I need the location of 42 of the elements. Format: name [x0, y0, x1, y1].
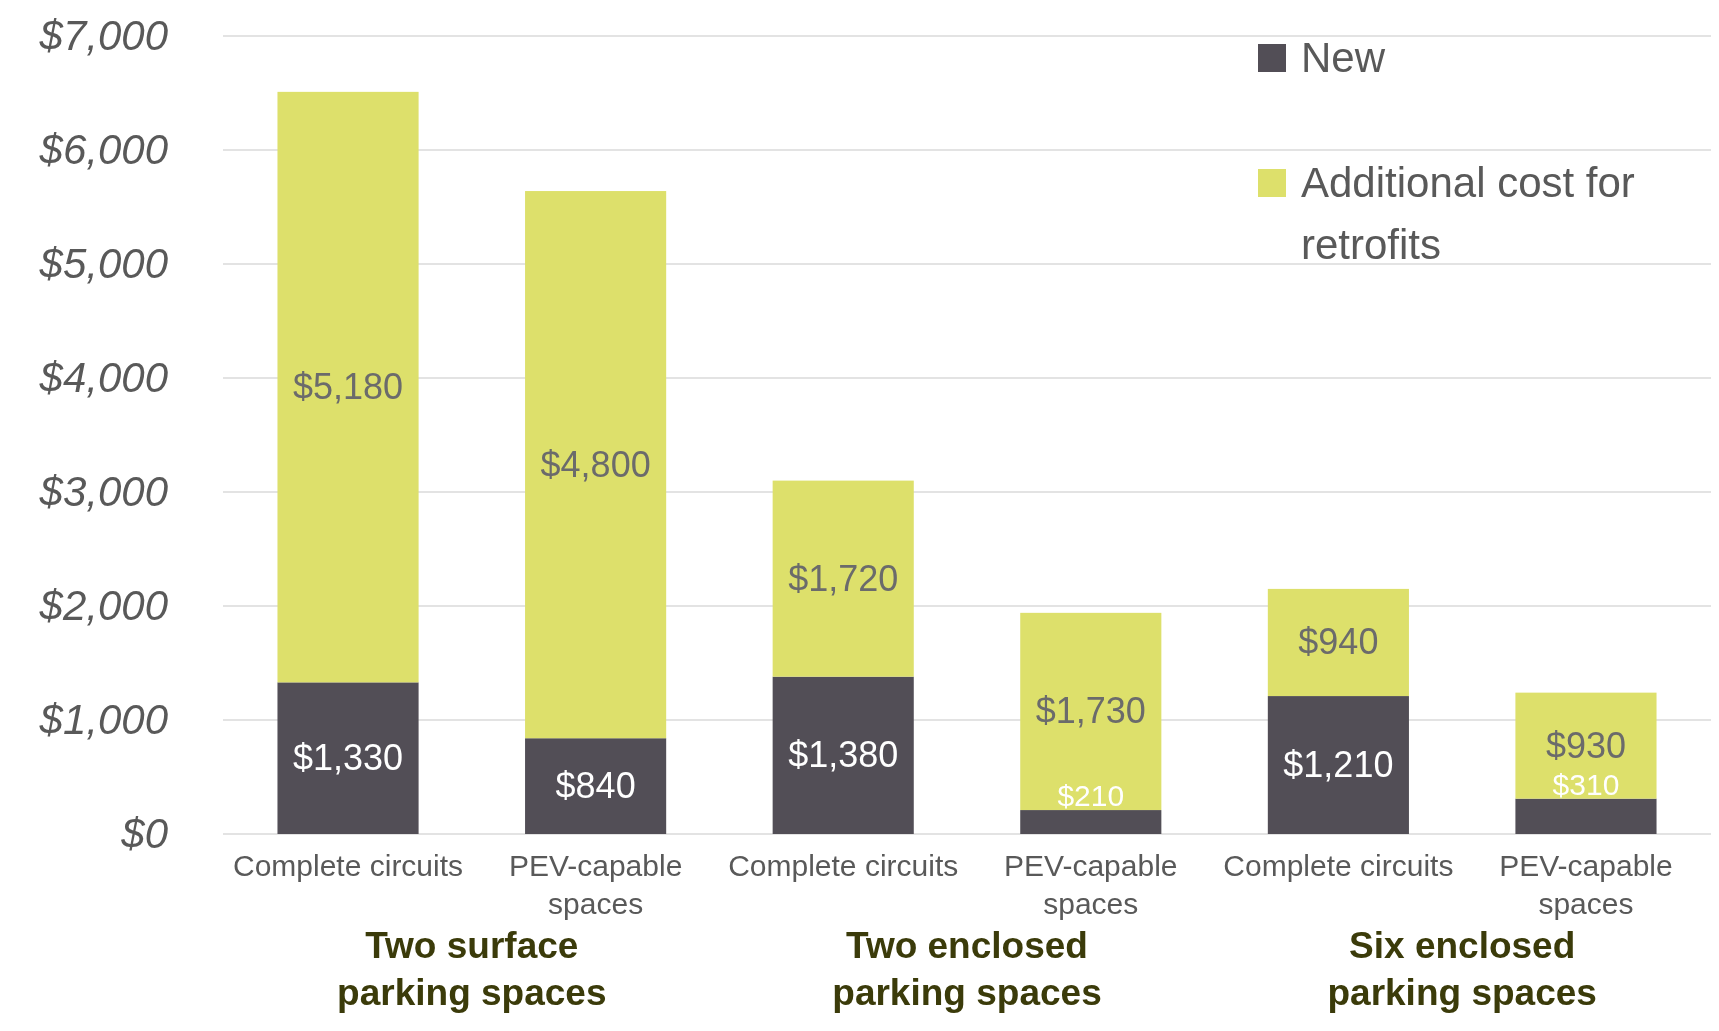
bar [772, 480, 914, 677]
text: Two enclosed parking spaces [832, 925, 1102, 1013]
y-tick-label: $0 [120, 810, 169, 857]
x-tick-label: PEV-capable spaces [1004, 849, 1178, 920]
bar [1020, 810, 1162, 834]
y-tick-label: $2,000 [38, 582, 169, 629]
legend-label: New [1301, 34, 1386, 81]
data-label: $1,720 [788, 557, 899, 599]
data-label: $210 [1057, 779, 1125, 813]
data-label: $5,180 [292, 366, 404, 408]
y-tick-label: $1,000 [38, 696, 169, 743]
data-label: $1,380 [788, 734, 899, 776]
bar [277, 682, 419, 834]
x-tick-label: Complete circuits [1223, 849, 1454, 882]
data-label: $310 [1552, 767, 1620, 801]
bar [1267, 588, 1409, 697]
x-tick-label: Complete circuits [728, 849, 959, 882]
bar [277, 91, 419, 683]
bar [1515, 798, 1657, 834]
y-tick-label: $7,000 [38, 12, 169, 59]
y-tick-label: $6,000 [38, 126, 169, 173]
data-label: $4,800 [540, 443, 651, 485]
bar [525, 191, 667, 739]
data-label: $1,730 [1035, 690, 1146, 732]
text: Six enclosed parking spaces [1327, 925, 1597, 1013]
data-label: $840 [555, 765, 636, 807]
text: Two surface parking spaces [337, 925, 607, 1013]
data-label: $940 [1298, 621, 1379, 663]
y-tick-label: $3,000 [38, 468, 169, 515]
bar [525, 738, 667, 834]
y-tick-label: $4,000 [38, 354, 169, 401]
x-tick-label: PEV-capable spaces [1499, 849, 1673, 920]
data-label: $1,330 [292, 737, 404, 779]
bar [1267, 696, 1409, 834]
data-label: $1,210 [1283, 744, 1394, 786]
legend-label: Additional cost for retrofits [1301, 159, 1635, 268]
x-tick-label: Complete circuits [232, 849, 464, 882]
bar [1020, 612, 1162, 811]
x-tick-label: PEV-capable spaces [508, 849, 683, 920]
bar [772, 676, 914, 834]
y-tick-label: $5,000 [38, 240, 169, 287]
data-label: $930 [1545, 724, 1627, 766]
